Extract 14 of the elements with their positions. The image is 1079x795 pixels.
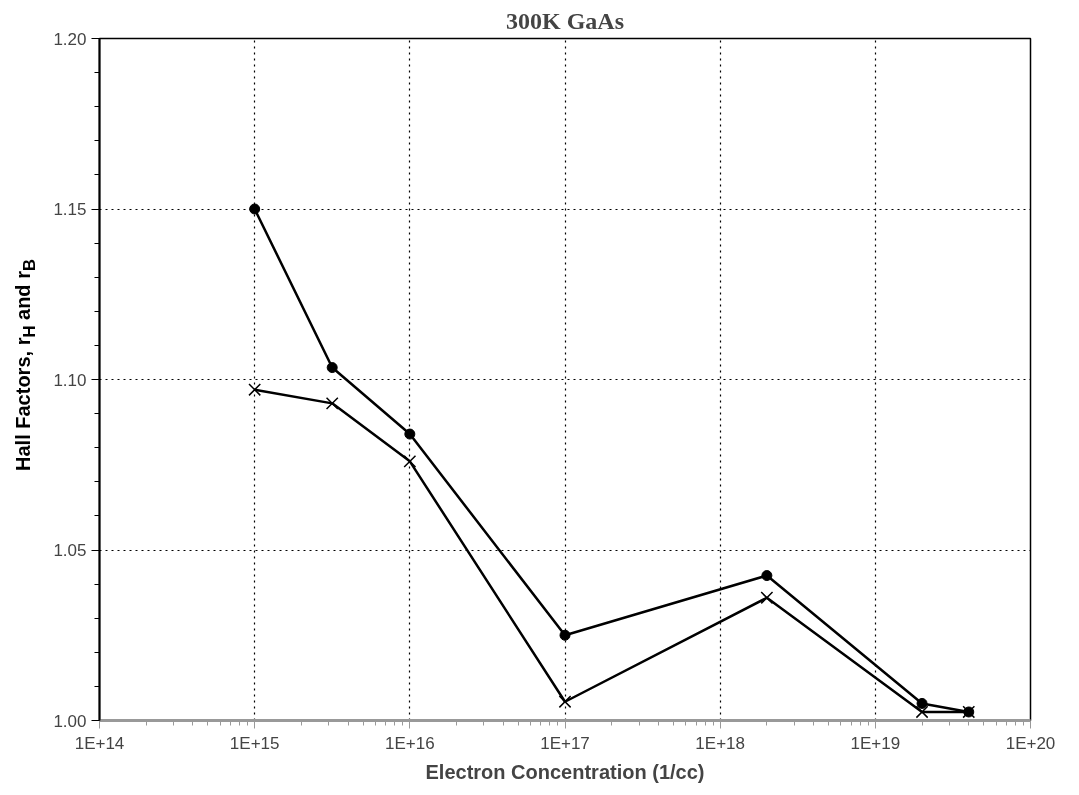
x-tick-label: 1E+18 xyxy=(695,733,745,753)
chart-title: 300K GaAs xyxy=(506,7,625,34)
y-tick-label: 1.10 xyxy=(53,370,87,390)
x-tick-label: 1E+19 xyxy=(850,733,901,753)
x-tick-label: 1E+16 xyxy=(385,733,435,753)
x-tick-label: 1E+20 xyxy=(1005,733,1056,753)
x-tick-label: 1E+14 xyxy=(74,733,125,753)
x-axis-title: Electron Concentration (1/cc) xyxy=(425,760,705,783)
y-tick-label: 1.20 xyxy=(53,29,87,49)
y-tick-label: 1.05 xyxy=(53,541,87,560)
y-tick-label: 1.15 xyxy=(53,200,87,219)
y-tick-label: 1.00 xyxy=(53,711,87,731)
x-tick-label: 1E+15 xyxy=(229,733,280,753)
x-tick-label: 1E+17 xyxy=(540,733,590,753)
